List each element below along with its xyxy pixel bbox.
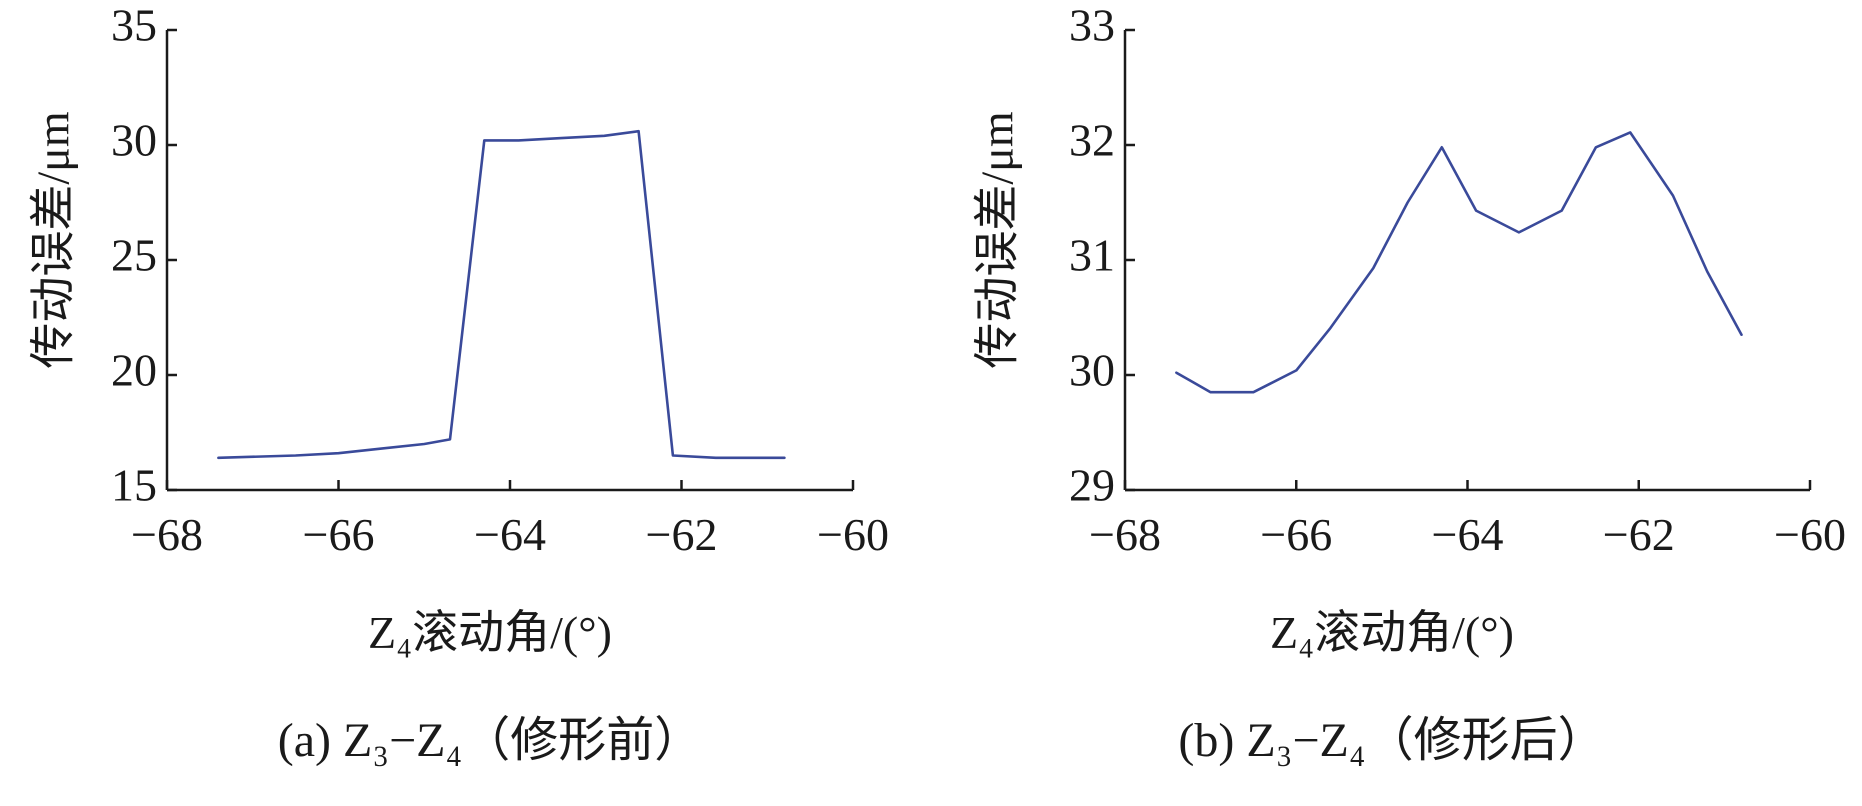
panel-a-caption: (a) Z₃−Z₄（修形前） <box>278 714 702 767</box>
x-tick-label: −62 <box>1603 509 1675 560</box>
x-tick-label: −68 <box>1089 509 1161 560</box>
x-tick-label: −68 <box>131 509 203 560</box>
x-tick-label: −60 <box>817 509 889 560</box>
y-tick-label: 20 <box>111 345 157 396</box>
y-tick-label: 15 <box>111 460 157 511</box>
x-tick-label: −64 <box>1432 509 1504 560</box>
y-tick-label: 25 <box>111 230 157 281</box>
x-axis-title: Z₄滚动角/(°) <box>368 607 612 658</box>
y-tick-label: 30 <box>111 115 157 166</box>
y-axis-title-text: 传动误差/μm <box>972 111 1023 368</box>
x-tick-label: −66 <box>1260 509 1332 560</box>
panel-b: 传动误差/μm Z₄滚动角/(°) (b) Z₃−Z₄（修形后） 29 30 31 3… <box>972 0 1846 767</box>
y-axis-title: 传动误差/μm <box>972 111 1023 368</box>
y-tick-label: 33 <box>1069 0 1115 51</box>
x-tick-label: −60 <box>1774 509 1846 560</box>
series-line <box>217 129 786 460</box>
x-tick-label: −66 <box>303 509 375 560</box>
y-axis-title: 传动误差/μm <box>28 111 79 368</box>
series-line <box>1175 131 1743 394</box>
x-axis-title: Z₄滚动角/(°) <box>1270 607 1514 658</box>
x-tick-label: −64 <box>474 509 546 560</box>
y-tick-label: 35 <box>111 0 157 51</box>
x-tick-label: −62 <box>646 509 718 560</box>
panel-a: 传动误差/μm Z₄滚动角/(°) (a) Z₃−Z₄（修形前） 15 20 25 3… <box>28 0 889 767</box>
y-tick-label: 32 <box>1069 115 1115 166</box>
panel-b-caption: (b) Z₃−Z₄（修形后） <box>1178 714 1605 767</box>
y-axis-title-text: 传动误差/μm <box>28 111 79 368</box>
y-tick-label: 29 <box>1069 460 1115 511</box>
y-tick-label: 30 <box>1069 345 1115 396</box>
y-tick-label: 31 <box>1069 230 1115 281</box>
